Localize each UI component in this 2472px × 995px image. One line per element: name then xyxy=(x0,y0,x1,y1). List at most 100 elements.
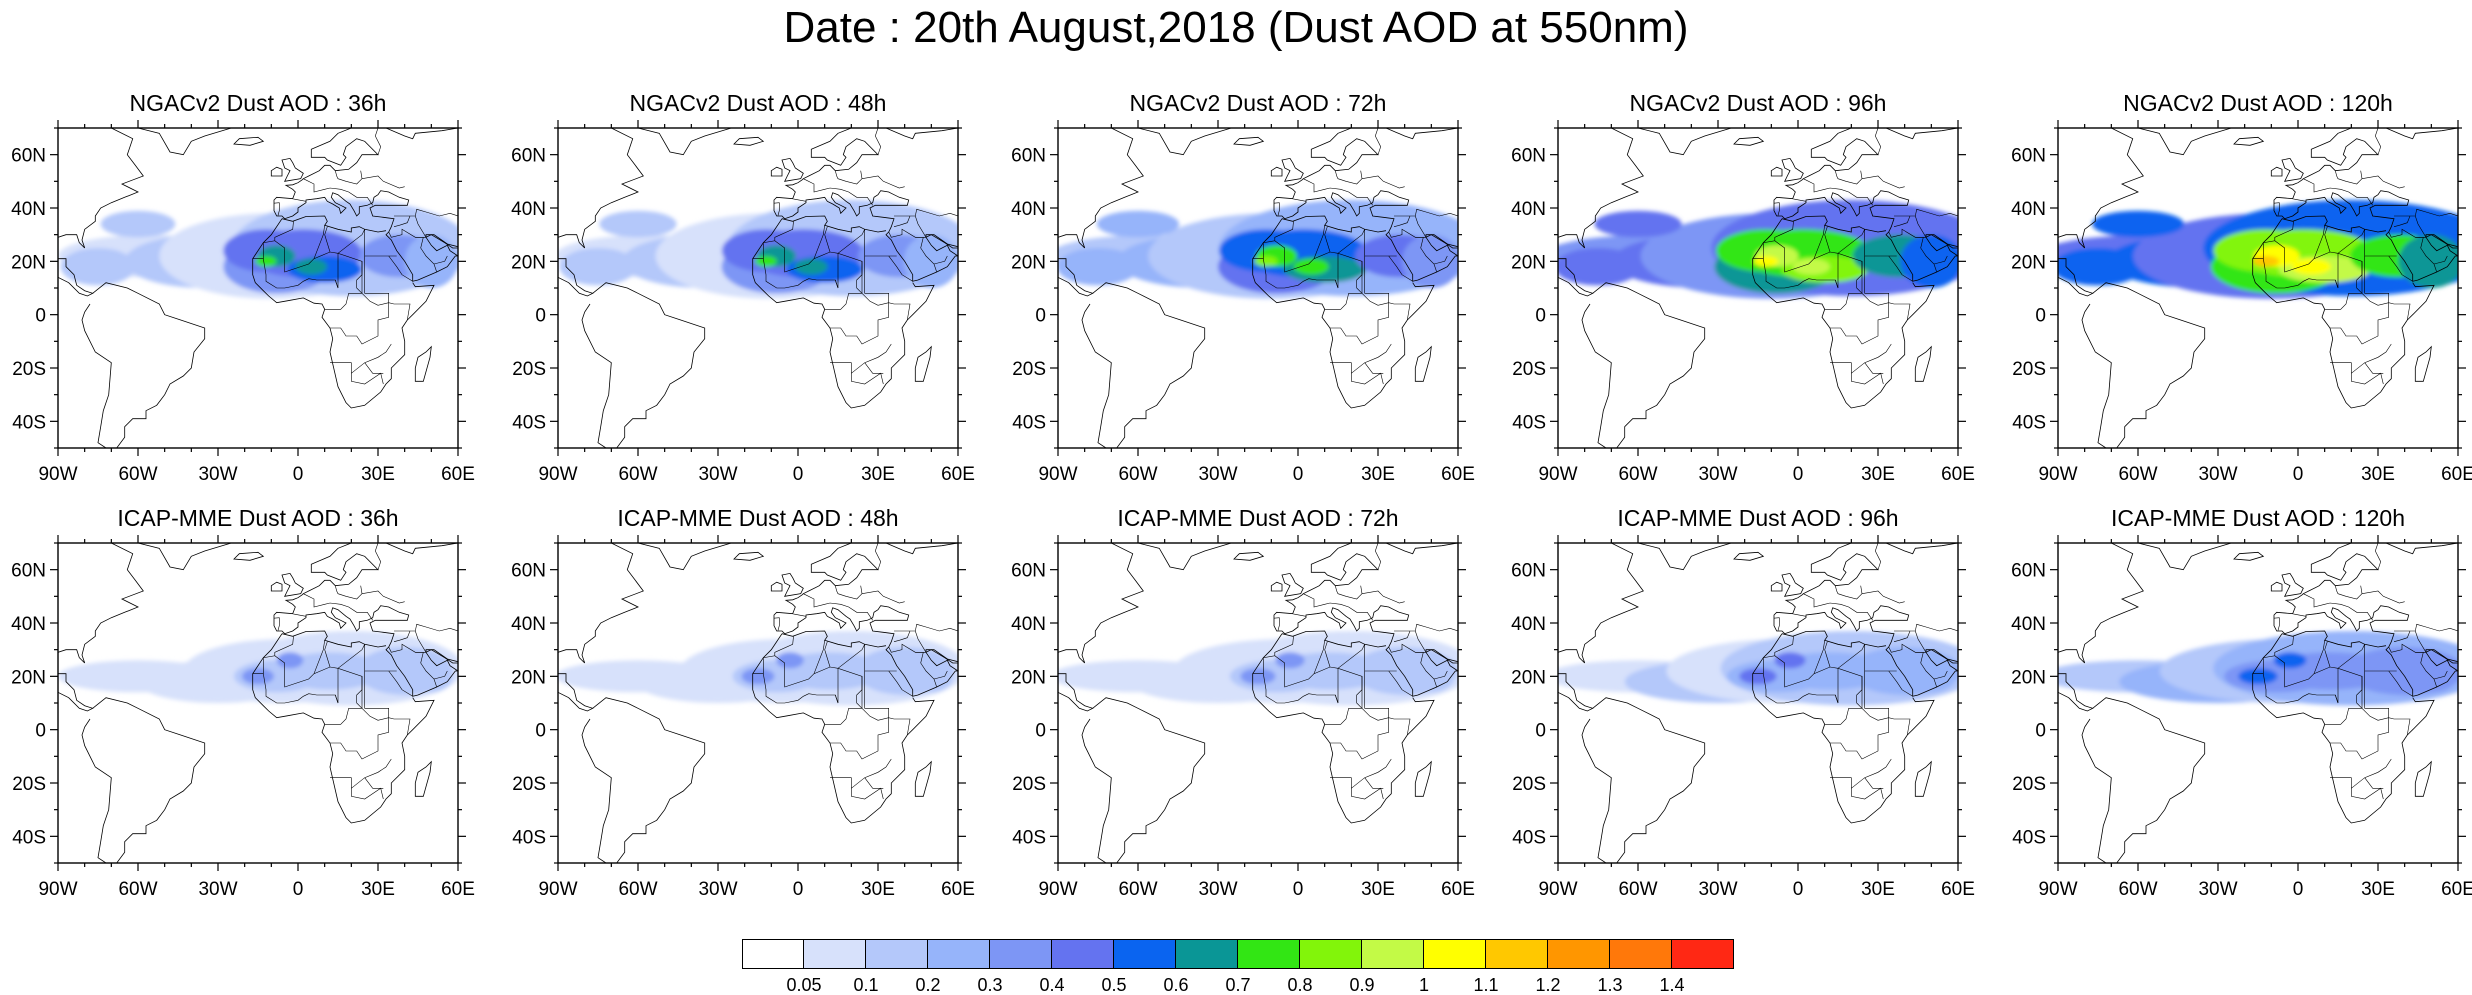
panel-title: ICAP-MME Dust AOD : 72h xyxy=(1117,505,1399,531)
border-line xyxy=(2273,202,2280,216)
lat-tick-label: 20S xyxy=(1012,774,1046,795)
lat-tick-label: 20S xyxy=(12,359,46,380)
aod-contour xyxy=(60,248,136,286)
border-line xyxy=(2330,717,2389,760)
colorbar-swatch xyxy=(866,939,928,969)
border-line xyxy=(2364,362,2384,374)
border-line xyxy=(2337,229,2365,254)
border-line xyxy=(1263,673,1339,704)
border-line xyxy=(1830,343,1892,374)
great-britain-coast xyxy=(1281,157,1304,182)
central-america-coast xyxy=(558,673,594,712)
border-line xyxy=(2433,255,2448,265)
colorbar-label: 0.6 xyxy=(1163,975,1189,995)
border-line xyxy=(1774,655,1911,736)
lat-tick-label: 20N xyxy=(1011,252,1046,273)
greenland-coast xyxy=(2137,543,2232,571)
colorbar-swatch xyxy=(1548,939,1610,969)
lon-tick-label: 60E xyxy=(2441,879,2472,900)
lon-tick-label: 90W xyxy=(2038,464,2077,485)
panel-title: ICAP-MME Dust AOD : 120h xyxy=(2111,505,2405,531)
border-line xyxy=(2274,655,2411,736)
border-line xyxy=(1861,590,1905,604)
aod-contour xyxy=(1900,234,1958,288)
border-line xyxy=(351,787,384,800)
lon-tick-label: 30W xyxy=(198,464,237,485)
lat-tick-label: 20N xyxy=(511,252,546,273)
mediterranean-africa-coast xyxy=(1252,218,1435,409)
lon-tick-label: 0 xyxy=(793,879,804,900)
border-line xyxy=(835,585,863,600)
country-borders xyxy=(752,543,958,800)
country-borders xyxy=(1252,543,1458,800)
colorbar-swatch xyxy=(804,939,866,969)
border-line xyxy=(1433,670,1448,680)
lat-tick-label: 60N xyxy=(1011,146,1046,167)
border-line xyxy=(263,673,339,704)
south-america-coast xyxy=(581,697,706,863)
border-line xyxy=(1824,708,1862,725)
ireland-coast xyxy=(2270,166,2283,177)
colorbar-label: 0.1 xyxy=(853,975,879,995)
country-borders xyxy=(752,128,958,385)
lon-tick-label: 60W xyxy=(1118,879,1157,900)
madagascar-coast xyxy=(414,760,432,797)
lon-tick-label: 30W xyxy=(2198,464,2237,485)
border-line xyxy=(835,253,839,289)
border-line xyxy=(1830,302,1889,345)
border-line xyxy=(2388,670,2413,697)
lat-tick-label: 20N xyxy=(1011,667,1046,688)
border-line xyxy=(337,229,365,254)
mediterranean-africa-coast xyxy=(1752,218,1935,409)
border-line xyxy=(2313,225,2325,259)
dust-plume xyxy=(2058,200,2458,299)
border-line xyxy=(1830,758,1892,789)
border-line xyxy=(1824,226,1831,253)
border-line xyxy=(2364,671,2389,718)
dust-plume xyxy=(1558,200,1958,299)
dust-aod-map: 90W 60W 30W 0 30E 60E 60N 40N 20N 0 20S 40S xyxy=(2011,120,2472,485)
colorbar-label: 0.2 xyxy=(915,975,941,995)
border-line xyxy=(2364,256,2389,303)
lon-tick-label: 0 xyxy=(293,464,304,485)
colorbar-swatch xyxy=(1052,939,1114,969)
lat-tick-label: 60N xyxy=(1511,561,1546,582)
greenland-coast xyxy=(137,543,232,571)
aod-contour xyxy=(2252,256,2280,267)
border-line xyxy=(1274,655,1411,736)
border-line xyxy=(774,655,911,736)
ireland-coast xyxy=(770,581,783,592)
lat-tick-label: 20N xyxy=(1511,667,1546,688)
arabia-gulf-coast xyxy=(1425,649,1458,663)
south-america-coast xyxy=(1081,282,1206,448)
border-line xyxy=(1837,644,1865,669)
map-panels-grid: NGACv2 Dust AOD : 36h 90W 60W 30W 0 30E 60E 60N… xyxy=(11,90,2472,900)
border-line xyxy=(888,255,913,282)
border-line xyxy=(330,302,389,345)
border-line xyxy=(1933,255,1948,265)
lat-tick-label: 40S xyxy=(512,412,546,433)
lat-tick-label: 40N xyxy=(511,614,546,635)
lat-tick-label: 40S xyxy=(2012,827,2046,848)
north-africa-coast xyxy=(781,630,887,648)
greenland-coast xyxy=(637,543,732,571)
dust-aod-map: 90W 60W 30W 0 30E 60E 60N 40N 20N 0 20S 40S xyxy=(1511,535,1975,900)
iceland-coast xyxy=(1233,551,1265,561)
border-line xyxy=(824,641,831,668)
lat-tick-label: 60N xyxy=(1511,146,1546,167)
north-africa-coast xyxy=(281,630,387,648)
aod-contour xyxy=(1240,668,1276,685)
aod-contour xyxy=(2092,210,2184,238)
madagascar-coast xyxy=(914,345,932,382)
aod-contour xyxy=(295,258,328,275)
border-line xyxy=(1773,202,1780,216)
lat-tick-label: 20S xyxy=(1512,774,1546,795)
border-line xyxy=(1313,640,1325,674)
border-line xyxy=(915,208,958,217)
aod-contour xyxy=(559,248,637,286)
country-borders xyxy=(2252,543,2458,800)
border-line xyxy=(2415,652,2437,688)
lon-tick-label: 30W xyxy=(698,464,737,485)
border-line xyxy=(1888,670,1913,697)
lon-tick-label: 90W xyxy=(538,879,577,900)
